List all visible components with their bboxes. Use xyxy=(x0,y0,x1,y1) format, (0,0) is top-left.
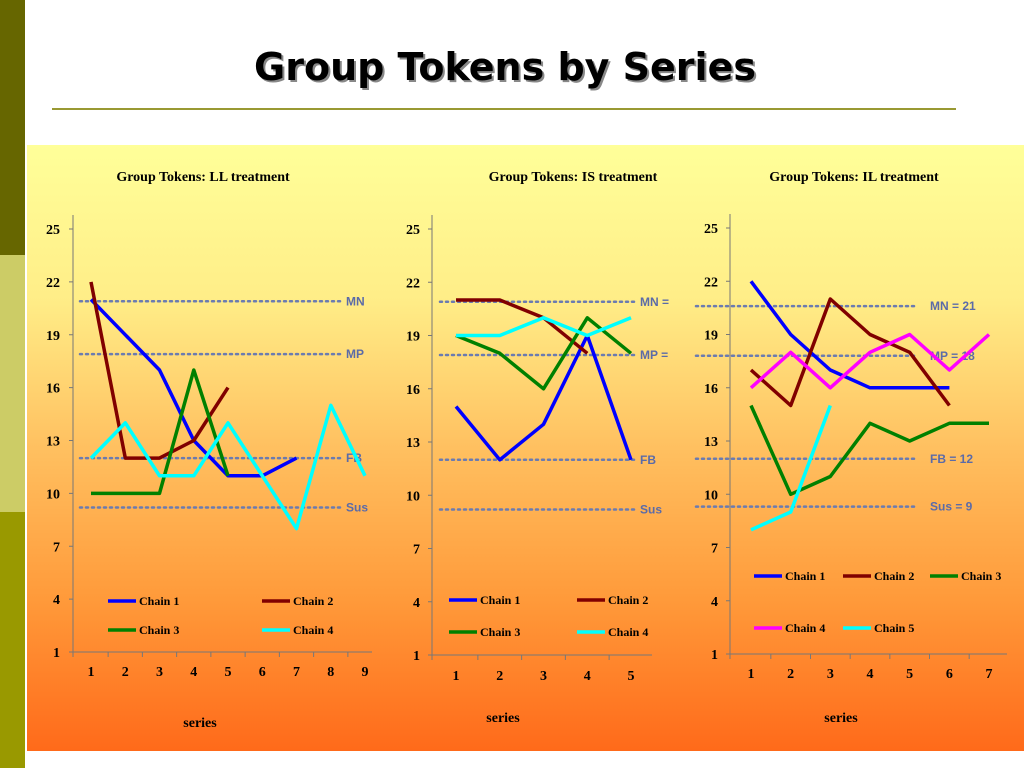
chart1-y-tick-label: 19 xyxy=(46,329,60,344)
chart3-legend-label-2: Chain 2 xyxy=(874,569,914,583)
chart2-ref-line-label: MP = xyxy=(640,348,668,362)
chart3-y-tick-label: 1 xyxy=(711,648,718,663)
side-band-bottom xyxy=(0,512,25,768)
chart3-x-tick-label: 6 xyxy=(946,667,953,682)
chart3-y-tick-label: 7 xyxy=(711,542,718,557)
chart3-y-tick-label: 4 xyxy=(711,595,718,610)
chart3-series-line-2 xyxy=(749,297,951,408)
chart2-x-tick-label: 2 xyxy=(496,669,503,684)
chart3-title: Group Tokens: IL treatment xyxy=(769,170,939,185)
chart2-legend-label-4: Chain 4 xyxy=(608,625,648,639)
chart1-y-tick-label: 4 xyxy=(53,593,60,608)
chart1-series-line-4 xyxy=(89,403,367,531)
side-band-middle xyxy=(0,255,25,512)
chart2-x-axis-label: series xyxy=(486,711,520,726)
chart1-legend-label-1: Chain 1 xyxy=(139,594,179,608)
chart2-ref-line-label: MN = xyxy=(640,295,669,309)
chart2-y-tick-label: 1 xyxy=(413,649,420,664)
chart2-x-tick-label: 4 xyxy=(584,669,591,684)
chart2-series-line-2 xyxy=(456,298,589,355)
chart2-ref-line-label: FB xyxy=(640,453,656,467)
chart3-y-tick-label: 25 xyxy=(704,222,718,237)
chart2-ref-line-label: Sus xyxy=(640,502,662,516)
chart1-x-tick-label: 7 xyxy=(293,665,300,680)
chart2-x-tick-label: 1 xyxy=(453,669,460,684)
title-divider xyxy=(52,108,956,110)
chart2-legend-label-1: Chain 1 xyxy=(480,593,520,607)
chart3-x-tick-label: 5 xyxy=(906,667,913,682)
chart2-legend-label-3: Chain 3 xyxy=(480,625,520,639)
chart2-y-tick-label: 25 xyxy=(406,223,420,238)
chart3-ref-line-label: MN = 21 xyxy=(930,299,976,313)
chart2-y-tick-label: 4 xyxy=(413,596,420,611)
chart3-x-axis-label: series xyxy=(824,711,858,726)
chart3-x-tick-label: 3 xyxy=(827,667,834,682)
charts-panel xyxy=(27,145,1024,751)
chart3-series-line-5 xyxy=(750,404,832,532)
chart3-legend-label-3: Chain 3 xyxy=(961,569,1001,583)
chart1-y-tick-label: 10 xyxy=(46,487,60,502)
chart1-x-tick-label: 3 xyxy=(156,665,163,680)
slide-title: Group Tokens by Series xyxy=(254,45,756,89)
chart3-y-tick-label: 16 xyxy=(704,382,718,397)
chart3-y-tick-label: 22 xyxy=(704,275,718,290)
chart3-x-tick-label: 4 xyxy=(867,667,874,682)
chart1-series-line-3 xyxy=(91,368,230,496)
chart2-y-tick-label: 13 xyxy=(406,436,420,451)
chart2-legend-label-2: Chain 2 xyxy=(608,593,648,607)
chart1-x-tick-label: 6 xyxy=(259,665,266,680)
chart1-x-tick-label: 1 xyxy=(88,665,95,680)
chart3-series-line-4 xyxy=(749,332,991,390)
chart3-legend-label-1: Chain 1 xyxy=(785,569,825,583)
chart3-y-tick-label: 13 xyxy=(704,435,718,450)
chart1-legend-label-3: Chain 3 xyxy=(139,623,179,637)
chart1-x-axis-label: series xyxy=(183,716,217,731)
side-band-top xyxy=(0,0,25,255)
chart1-ref-line-label: Sus xyxy=(346,500,368,514)
chart1-x-tick-label: 2 xyxy=(122,665,129,680)
chart3-legend-label-5: Chain 5 xyxy=(874,621,914,635)
chart2-series-line-1 xyxy=(454,333,633,462)
chart2-y-tick-label: 7 xyxy=(413,543,420,558)
chart2-y-tick-label: 10 xyxy=(406,489,420,504)
chart1-y-tick-label: 25 xyxy=(46,223,60,238)
chart2-y-tick-label: 16 xyxy=(406,383,420,398)
chart2-series-line-4 xyxy=(456,316,632,338)
chart3-ref-line-label: FB = 12 xyxy=(930,452,973,466)
chart1-y-tick-label: 1 xyxy=(53,646,60,661)
chart1-ref-line-label: MN xyxy=(346,294,365,308)
chart1-legend-label-2: Chain 2 xyxy=(293,594,333,608)
chart1-legend-label-4: Chain 4 xyxy=(293,623,333,637)
chart3-x-tick-label: 1 xyxy=(748,667,755,682)
chart1-x-tick-label: 8 xyxy=(327,665,334,680)
chart1-title: Group Tokens: LL treatment xyxy=(116,170,290,185)
chart1-x-tick-label: 5 xyxy=(225,665,232,680)
chart1-x-tick-label: 4 xyxy=(190,665,197,680)
chart2-y-tick-label: 22 xyxy=(406,276,420,291)
chart2-title: Group Tokens: IS treatment xyxy=(489,170,658,185)
chart1-y-tick-label: 22 xyxy=(46,276,60,291)
chart3-ref-line-label: Sus = 9 xyxy=(930,500,973,514)
chart1-y-tick-label: 7 xyxy=(53,540,60,555)
chart3-legend-label-4: Chain 4 xyxy=(785,621,825,635)
chart2-x-tick-label: 5 xyxy=(628,669,635,684)
chart1-ref-line-label: MP xyxy=(346,347,364,361)
chart2-y-tick-label: 19 xyxy=(406,330,420,345)
chart3-series-line-3 xyxy=(749,404,989,497)
chart1-series-line-2 xyxy=(89,281,230,460)
chart1-x-tick-label: 9 xyxy=(362,665,369,680)
chart1-y-tick-label: 16 xyxy=(46,382,60,397)
chart1-y-tick-label: 13 xyxy=(46,435,60,450)
chart2-x-tick-label: 3 xyxy=(540,669,547,684)
chart3-y-tick-label: 19 xyxy=(704,329,718,344)
chart3-y-tick-label: 10 xyxy=(704,488,718,503)
chart3-x-tick-label: 7 xyxy=(986,667,993,682)
chart3-x-tick-label: 2 xyxy=(787,667,794,682)
chart3-series-line-1 xyxy=(749,280,950,390)
